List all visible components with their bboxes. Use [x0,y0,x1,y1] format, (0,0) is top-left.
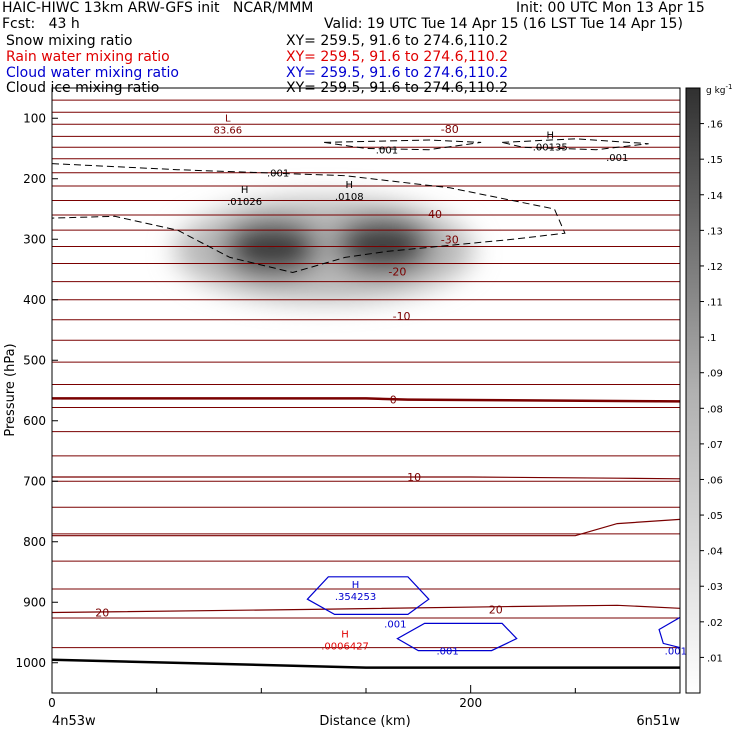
cloud-water-contour-edge [658,616,680,649]
ground-surface [52,658,680,669]
y-tick-label-0: 100 [23,111,46,125]
extremum-kind-5: H [341,630,349,641]
colorbar-unit: g kg-1 [706,83,732,96]
y-tick-label-9: 1000 [15,656,46,670]
snow-shading [174,198,475,303]
isotherm-label-1: -40 [424,208,442,221]
extremum-kind-0: L [225,114,231,125]
colorbar-tick-label-0: .01 [707,653,723,664]
extremum-value-0: 83.66 [214,126,243,137]
extremum-kind-2: H [345,180,353,191]
cloud-water-contour-mid [396,622,518,652]
extremum-kind-4: H [352,580,360,591]
x-tick-label-1: 200 [459,696,482,710]
contour-lines [52,138,680,652]
colorbar-tick-label-5: .06 [707,475,723,486]
extremum-value-1: .01026 [227,197,262,208]
valid-time: Valid: 19 UTC Tue 14 Apr 15 (16 LST Tue … [324,16,683,32]
contour-label-4: .001 [437,647,459,658]
isotherm-label-7: 20 [95,607,109,620]
snow-core-0 [223,220,320,277]
y-tick-label-4: 500 [23,353,46,367]
colorbar-tick-label-7: .08 [707,404,723,415]
left-endpoint-label: 4n53w [52,714,96,729]
y-tick-label-6: 700 [23,474,46,488]
colorbar-tick-label-13: .14 [707,191,723,202]
forecast-hour: Fcst: 43 h [2,16,80,32]
snow-core-1 [334,217,431,274]
y-axis-title: Pressure (hPa) [3,343,18,436]
colorbar-tick-label-9: .1 [707,333,717,344]
cloud-water-contour-big [306,576,430,616]
isotherm-label-3: -20 [388,265,406,278]
colorbar-tick-label-11: .12 [707,262,723,273]
init-time: Init: 00 UTC Mon 13 Apr 15 [516,0,705,16]
cloud-ice-contour-top [324,139,482,151]
colorbar-tick-label-6: .07 [707,440,723,451]
colorbar [685,87,701,694]
field-xy-cloud-water: XY= 259.5, 91.6 to 274.6,110.2 [286,65,509,81]
contour-label-5: .001 [665,647,687,658]
y-tick-label-3: 400 [23,293,46,307]
colorbar-tick-label-3: .04 [707,547,723,558]
extremum-value-3: .00135 [533,142,568,153]
contour-label-3: .001 [384,619,406,630]
y-tick-label-8: 900 [23,595,46,609]
isotherm-label-0: -80 [441,123,459,136]
snow-blur-group [174,198,475,303]
right-endpoint-label: 6n51w [636,714,680,729]
contour-label-1: .001 [267,169,289,180]
y-tick-label-2: 300 [23,232,46,246]
field-xy-rain: XY= 259.5, 91.6 to 274.6,110.2 [286,49,509,65]
isotherm-lines [52,397,680,669]
isotherm-label-2: -30 [441,233,459,246]
isotherm-label-6: 10 [407,471,421,484]
colorbar-tick-label-2: .03 [707,582,723,593]
extremum-value-4: .354253 [335,592,376,603]
isotherm-label-4: -10 [393,310,411,323]
field-name-rain: Rain water mixing ratio [6,49,170,65]
isotherm-twenty [52,604,680,614]
x-axis-title: Distance (km) [319,714,410,729]
colorbar-tick-label-14: .15 [707,155,723,166]
colorbar-ticks: .01 .02 .03 .04 .05 .06 .07 .08 .09 .1 .11 .12 .13 .1… [700,120,723,664]
y-tick-label-1: 200 [23,172,46,186]
extremum-value-2: .0108 [335,192,364,203]
cloud-ice-contour-right [501,138,649,151]
colorbar-tick-label-15: .16 [707,120,723,131]
extremum-kind-1: H [241,185,249,196]
extremum-kind-3: H [546,130,554,141]
colorbar-tick-label-8: .09 [707,369,723,380]
colorbar-tick-label-4: .05 [707,511,723,522]
isobar-lines [52,99,680,649]
isotherm-label-5: 0 [390,394,397,407]
x-tick-label-0: 0 [48,696,56,710]
cloud-ice-contour [52,163,566,274]
isotherm-label-8: 20 [489,604,503,617]
colorbar-tick-label-1: .02 [707,618,723,629]
model-title: HAIC-HIWC 13km ARW-GFS init NCAR/MMM [2,0,314,16]
extremum-value-5: .0006427 [321,642,369,653]
field-name-snow: Snow mixing ratio [6,33,133,49]
colorbar-tick-label-10: .11 [707,298,723,309]
contour-label-0: .001 [376,146,398,157]
y-tick-label-5: 600 [23,414,46,428]
y-tick-label-7: 800 [23,535,46,549]
field-xy-snow: XY= 259.5, 91.6 to 274.6,110.2 [286,33,509,49]
contour-label-2: .001 [606,153,628,164]
colorbar-tick-label-12: .13 [707,226,723,237]
isotherm-fifteen [52,518,680,537]
isotherm-ten [52,476,680,480]
isotherm-zero [52,397,680,403]
field-name-cloud-water: Cloud water mixing ratio [6,65,179,81]
